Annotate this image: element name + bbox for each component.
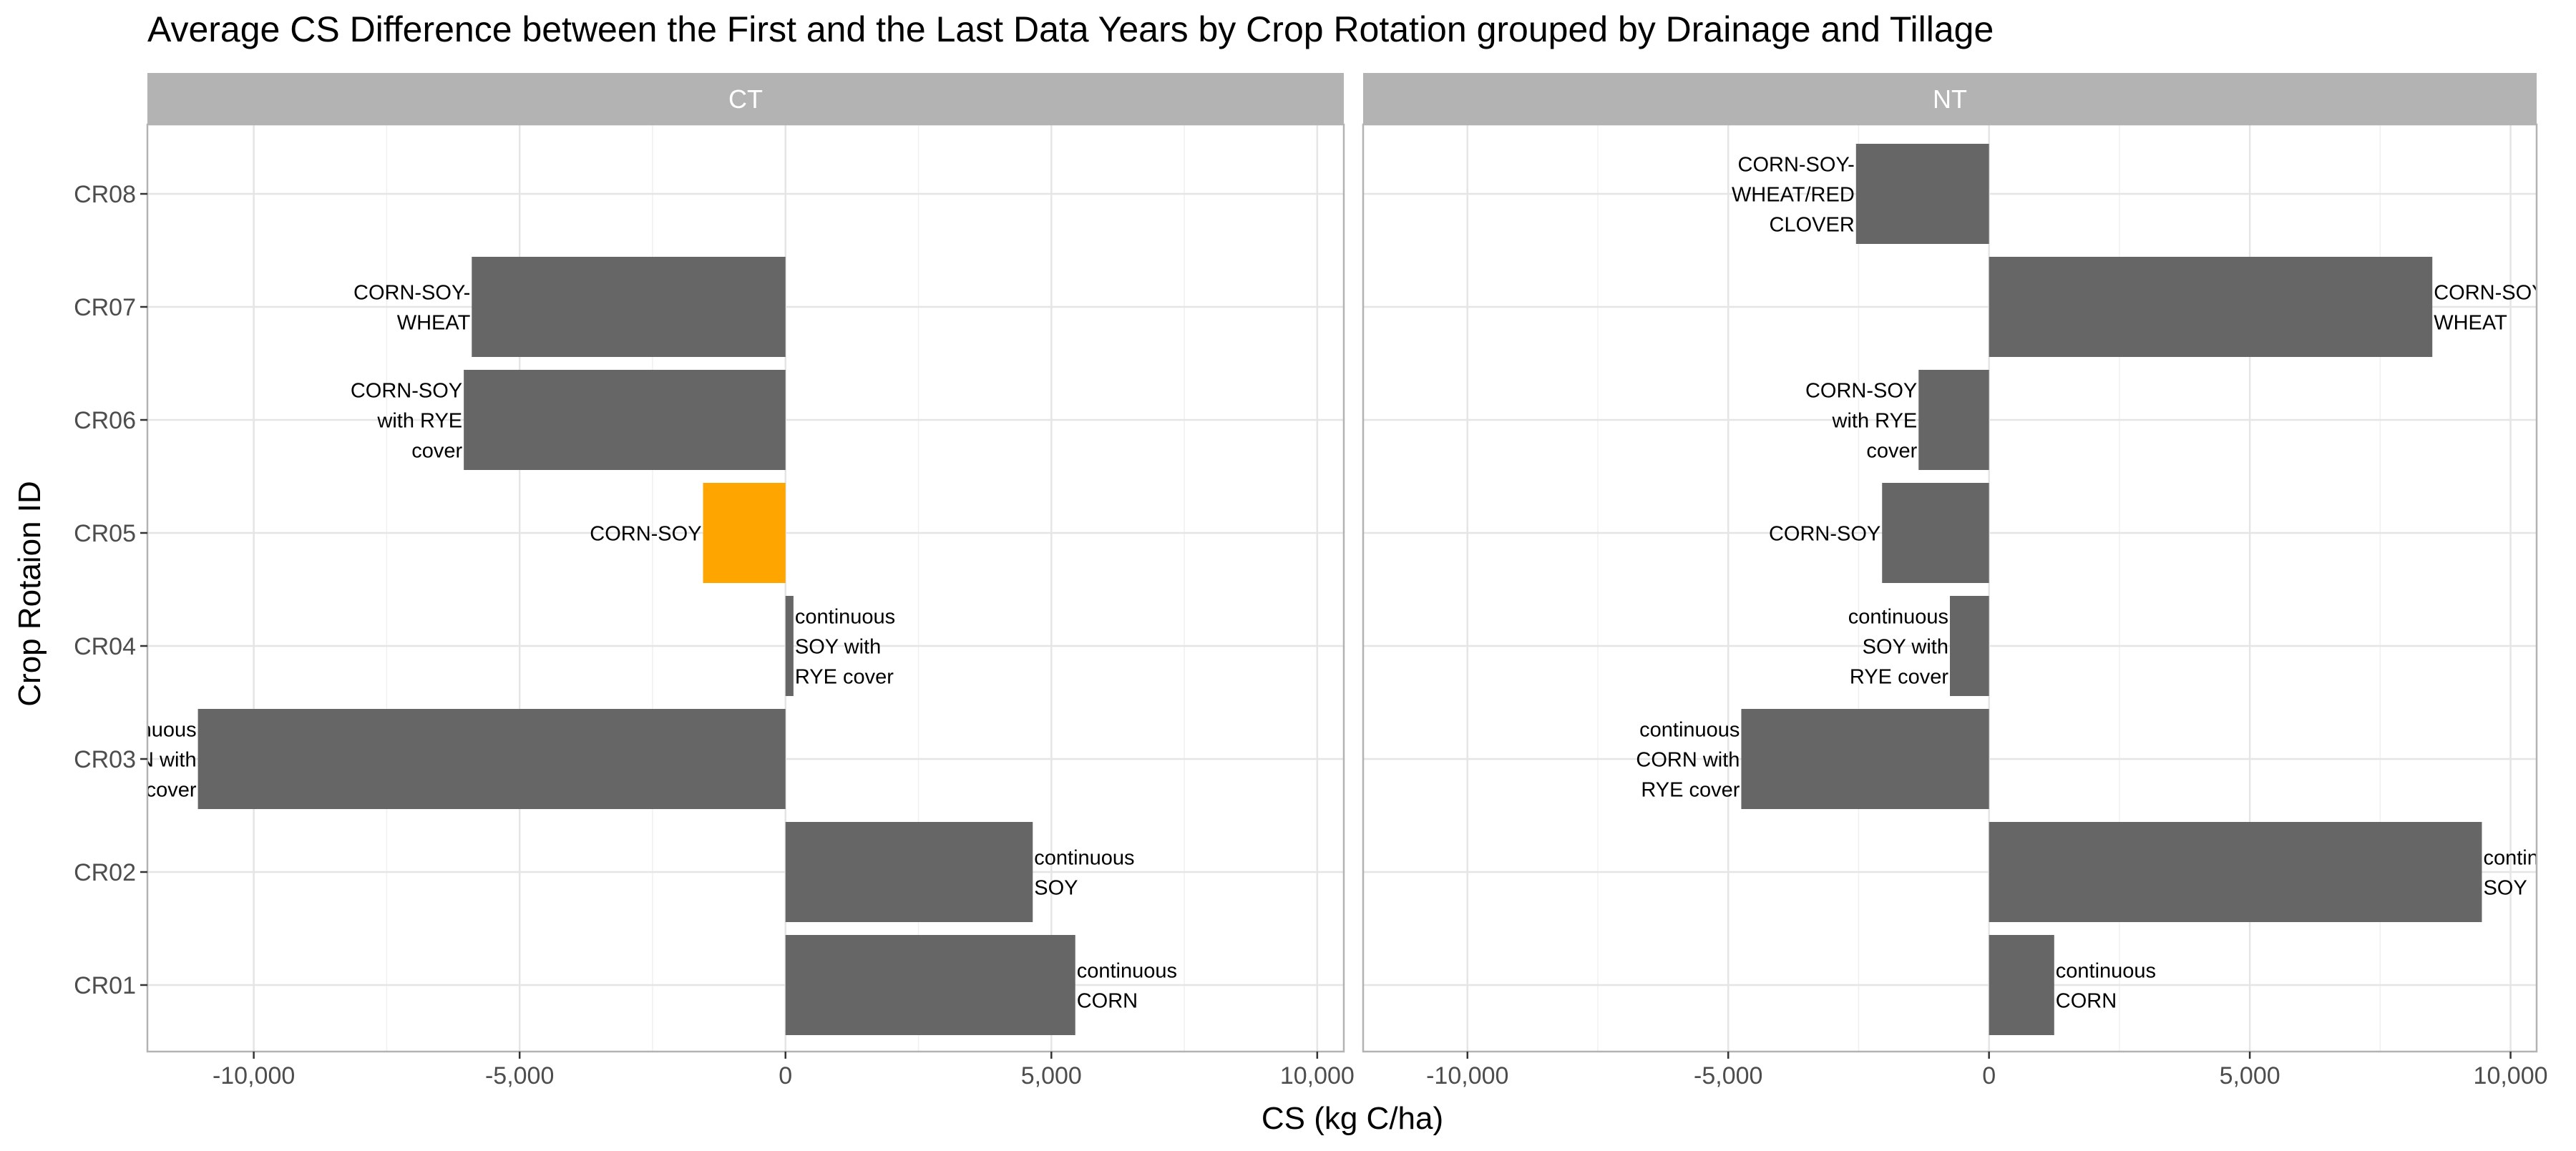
bar-label-nt-cr05: CORN-SOY bbox=[1769, 522, 1880, 545]
bar-label-nt-cr07: CORN-SOY-WHEAT bbox=[2434, 281, 2550, 334]
bar-ct-cr04 bbox=[785, 596, 794, 696]
bar-label-nt-cr06: CORN-SOY with RYE cover bbox=[1805, 379, 1918, 462]
x-tick-label: 0 bbox=[1982, 1062, 1996, 1089]
x-tick-label: 5,000 bbox=[1021, 1062, 1082, 1089]
y-axis: CR01 CR02 CR03 CR04 CR05 CR06 CR07 CR08 bbox=[74, 181, 147, 999]
bar-ct-cr02 bbox=[785, 822, 1033, 922]
x-tick-label: -5,000 bbox=[485, 1062, 554, 1089]
bar-nt-cr02 bbox=[1989, 822, 2482, 922]
panel-nt: NT continuous CORN continuous SOY continuous C… bbox=[1362, 73, 2576, 1089]
panel-border-ct bbox=[146, 123, 1345, 1053]
y-tick-label: CR01 bbox=[74, 972, 136, 999]
bar-nt-cr04 bbox=[1950, 596, 1989, 696]
x-tick-label: -5,000 bbox=[1694, 1062, 1762, 1089]
bar-label-nt-cr01: continuous CORN bbox=[2056, 959, 2156, 1012]
bar-label-nt-cr02: continuous SOY bbox=[2483, 846, 2576, 899]
x-tick-label: 0 bbox=[779, 1062, 792, 1089]
y-tick-label: CR03 bbox=[74, 746, 136, 773]
y-tick-label: CR07 bbox=[74, 294, 136, 321]
facet-strip-ct bbox=[147, 73, 1344, 124]
bar-label-ct-cr06: CORN-SOY with RYE cover bbox=[351, 379, 463, 462]
bar-ct-cr03 bbox=[197, 709, 786, 809]
bar-nt-cr07 bbox=[1989, 257, 2433, 357]
bar-nt-cr03 bbox=[1741, 709, 1989, 809]
bar-nt-cr08 bbox=[1855, 144, 1989, 244]
chart-title: Average CS Difference between the First … bbox=[147, 9, 1994, 49]
bar-label-ct-cr01: continuous CORN bbox=[1077, 959, 1177, 1012]
bar-label-nt-cr08: CORN-SOY-WHEAT/RED CLOVER bbox=[1732, 153, 1855, 236]
bar-ct-cr01 bbox=[785, 935, 1075, 1035]
bar-label-nt-cr04: continuous SOY with RYE cover bbox=[1848, 605, 1949, 688]
bar-label-nt-cr03: continuous CORN with RYE cover bbox=[1636, 718, 1740, 801]
bar-label-ct-cr05: CORN-SOY bbox=[590, 522, 701, 545]
y-tick-label: CR05 bbox=[74, 520, 136, 547]
y-tick-label: CR04 bbox=[74, 633, 136, 660]
bar-ct-cr05 bbox=[703, 483, 786, 583]
bar-ct-cr07 bbox=[472, 257, 786, 357]
bar-nt-cr06 bbox=[1918, 370, 1989, 470]
bar-label-ct-cr02: continuous SOY bbox=[1034, 846, 1134, 899]
x-tick-label: 10,000 bbox=[2474, 1062, 2548, 1089]
y-axis-title: Crop Rotaion ID bbox=[12, 481, 47, 706]
panel-border-nt bbox=[1362, 123, 2538, 1053]
x-tick-label: -10,000 bbox=[213, 1062, 295, 1089]
facet-label-nt: NT bbox=[1933, 84, 1967, 114]
y-tick-label: CR06 bbox=[74, 407, 136, 434]
y-tick-label: CR08 bbox=[74, 181, 136, 208]
bar-nt-cr01 bbox=[1989, 935, 2054, 1035]
facet-strip-nt bbox=[1363, 73, 2537, 124]
x-tick-label: -10,000 bbox=[1426, 1062, 1508, 1089]
bar-nt-cr05 bbox=[1882, 483, 1989, 583]
x-axis-title: CS (kg C/ha) bbox=[1262, 1101, 1443, 1136]
facet-label-ct: CT bbox=[728, 84, 763, 114]
bar-ct-cr06 bbox=[464, 370, 786, 470]
x-tick-label: 10,000 bbox=[1280, 1062, 1355, 1089]
y-tick-label: CR02 bbox=[74, 859, 136, 886]
bar-label-ct-cr07: CORN-SOY-WHEAT bbox=[353, 281, 471, 334]
bar-label-ct-cr04: continuous SOY with RYE cover bbox=[795, 605, 895, 688]
x-tick-label: 5,000 bbox=[2220, 1062, 2280, 1089]
